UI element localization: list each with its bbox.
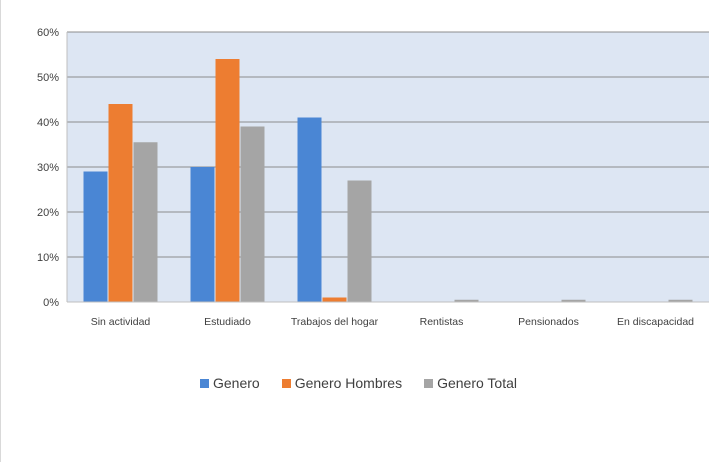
bar (190, 167, 215, 302)
y-tick-label: 40% (37, 117, 59, 129)
x-category-label: En discapacidad (617, 316, 694, 328)
bar (83, 171, 108, 302)
legend-label-genero-total: Genero Total (437, 375, 517, 391)
gridlines (67, 31, 709, 258)
bar (108, 104, 133, 302)
x-axis-labels: Sin actividad Estudiado Trabajos del hogar… (91, 316, 694, 328)
y-tick-label: 60% (37, 27, 59, 39)
y-tick-label: 0% (43, 297, 59, 309)
legend-label-genero: Genero (213, 375, 260, 391)
y-tick-label: 50% (37, 72, 59, 84)
legend-swatch-genero (200, 378, 209, 388)
bar (297, 117, 322, 302)
x-category-label: Trabajos del hogar (291, 316, 379, 328)
y-tick-label: 30% (37, 162, 59, 174)
y-tick-label: 10% (37, 252, 59, 264)
y-tick-label: 20% (37, 207, 59, 219)
bars (83, 59, 693, 302)
y-axis-ticks: 0% 10% 20% 30% 40% 50% 60% (37, 27, 59, 309)
bar (347, 180, 372, 302)
legend-swatch-genero-total (424, 378, 434, 388)
legend-item-genero: Genero (200, 375, 260, 391)
x-category-label: Rentistas (420, 316, 464, 328)
bar (215, 59, 240, 302)
x-category-label: Pensionados (518, 316, 579, 328)
legend-item-genero-total: Genero Total (424, 375, 517, 391)
bar (133, 142, 158, 302)
bar (668, 299, 693, 302)
bar (240, 126, 265, 302)
legend: Genero Genero Hombres Genero Total (1, 372, 715, 394)
legend-item-genero-hombres: Genero Hombres (281, 375, 403, 391)
bar (561, 299, 586, 302)
bar (454, 299, 479, 302)
x-category-label: Estudiado (204, 316, 251, 328)
legend-swatch-genero-hombres (281, 378, 291, 388)
legend-label-genero-hombres: Genero Hombres (294, 375, 403, 391)
x-category-label: Sin actividad (91, 316, 151, 328)
bar (322, 297, 347, 302)
